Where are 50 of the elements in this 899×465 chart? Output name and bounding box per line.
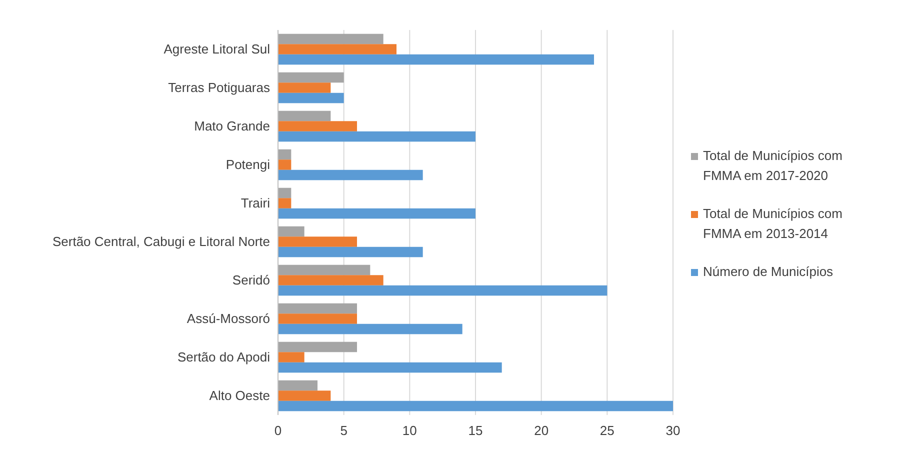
x-tick-label: 30 [666,423,680,438]
legend-label: Número de Municípios [703,264,834,279]
y-tick-label: Alto Oeste [209,388,270,403]
bar [278,314,357,324]
x-tick-label: 25 [600,423,614,438]
bar [278,131,476,142]
y-tick-label: Seridó [232,272,270,288]
y-tick-label: Mato Grande [194,118,270,134]
x-tick-label: 15 [468,423,483,438]
bar [278,380,318,391]
y-tick-label: Terras Potiguaras [168,80,270,95]
y-tick-label: Assú-Mossoró [186,310,270,326]
legend-label: Total de Municípios com FMMA em 2017-2020 [703,148,842,183]
bar [278,400,673,412]
bar [278,275,384,286]
bar [278,44,396,54]
bar [278,160,292,170]
bar [278,170,423,180]
bar [278,236,357,247]
bar [278,72,344,83]
bar [278,342,357,352]
bar [278,226,304,237]
bar [278,362,502,373]
y-tick-label: Potengi [226,156,270,172]
bar [278,92,344,104]
bar [278,352,304,362]
bar [278,34,384,44]
bar [278,208,476,219]
x-tick-label: 10 [402,423,417,438]
x-tick-label: 20 [534,423,549,438]
y-tick-label: Sertão do Apodi [177,349,270,364]
bar [278,198,292,208]
bar [278,110,331,122]
bar [278,324,462,334]
bar [278,54,594,65]
bar [278,121,357,132]
bar [278,246,423,258]
y-tick-label: Agreste Litoral Sul [164,41,270,56]
x-tick-label: 0 [274,423,282,438]
legend-label: Total de Municípios com FMMA em 2013-2014 [703,206,842,241]
x-tick-label: 5 [340,423,348,438]
y-tick-label: Sertão Central, Cabugi e Litoral Norte [52,234,270,249]
bar [278,390,331,401]
bar [278,285,608,296]
bar [278,264,370,276]
bar [278,149,292,160]
bar [278,82,331,93]
bar [278,188,292,198]
bar [278,303,357,314]
y-tick-label: Trairi [240,195,270,210]
